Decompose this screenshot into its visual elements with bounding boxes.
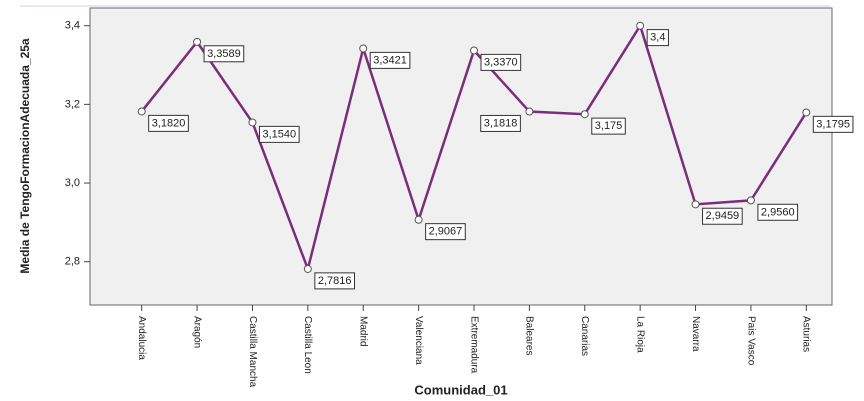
- value-label-box: [480, 53, 522, 71]
- value-label: 2,7816: [318, 275, 352, 287]
- x-tick-label: Andalucia: [136, 316, 147, 360]
- value-label-box: [702, 207, 743, 225]
- marker: [691, 200, 700, 209]
- marker: [580, 110, 589, 119]
- value-label-box: [812, 115, 854, 133]
- y-axis-label: Media de TengoFormacionAdecuada_25a: [18, 38, 32, 273]
- value-label-box: [591, 117, 626, 135]
- marker: [248, 118, 257, 127]
- value-label-box: [369, 51, 411, 69]
- x-tick-label: La Rioja: [635, 316, 646, 353]
- x-tick-label: Navarra: [690, 316, 701, 352]
- marker: [470, 46, 478, 55]
- marker: [359, 44, 368, 53]
- value-label-box: [646, 29, 669, 47]
- value-label-box: [425, 223, 466, 241]
- value-label: 3,3421: [373, 54, 407, 66]
- x-tick-label: Pais Vasco: [745, 316, 756, 366]
- value-label-box: [480, 114, 521, 132]
- value-label-box: [258, 125, 300, 143]
- value-label: 2,9067: [429, 226, 463, 238]
- x-tick-label: Asturias: [801, 316, 812, 352]
- x-tick-label: Valenciana: [413, 316, 424, 365]
- x-tick-label: Castilla Leon: [302, 316, 313, 374]
- y-tick-label: 3,4: [65, 20, 80, 32]
- value-label: 3,1818: [484, 117, 518, 129]
- marker: [802, 108, 811, 117]
- value-label: 3,1540: [262, 128, 296, 140]
- value-label-box: [203, 45, 245, 63]
- x-tick-label: Aragón: [191, 316, 202, 348]
- x-axis-label: Comunidad_01: [414, 382, 507, 397]
- value-label: 3,4: [650, 32, 665, 44]
- x-tick-label: Canarias: [579, 316, 590, 356]
- marker: [193, 37, 202, 46]
- y-tick-label: 3,2: [65, 98, 80, 110]
- marker: [636, 21, 645, 30]
- y-tick-label: 2,8: [65, 256, 80, 268]
- marker: [303, 264, 312, 273]
- value-label: 3,175: [595, 120, 623, 132]
- marker: [525, 107, 534, 116]
- value-label: 3,3589: [207, 48, 241, 60]
- value-label: 3,1820: [152, 117, 186, 129]
- x-tick-label: Baleares: [524, 316, 535, 355]
- marker: [414, 215, 423, 224]
- value-label: 3,1795: [816, 118, 850, 130]
- plot-area: [89, 7, 833, 306]
- value-label-box: [757, 203, 799, 221]
- value-label: 2,9560: [761, 206, 795, 218]
- value-label-box: [148, 114, 189, 132]
- x-tick-label: Castilla Mancha: [247, 316, 258, 388]
- y-tick-label: 3,0: [65, 177, 80, 189]
- marker: [137, 107, 146, 116]
- x-tick-label: Extremadura: [468, 316, 479, 374]
- value-label-box: [314, 272, 356, 290]
- marker: [746, 196, 755, 205]
- value-label: 3,3370: [484, 56, 518, 68]
- x-tick-label: Madrid: [358, 316, 369, 347]
- value-label: 2,9459: [706, 210, 740, 222]
